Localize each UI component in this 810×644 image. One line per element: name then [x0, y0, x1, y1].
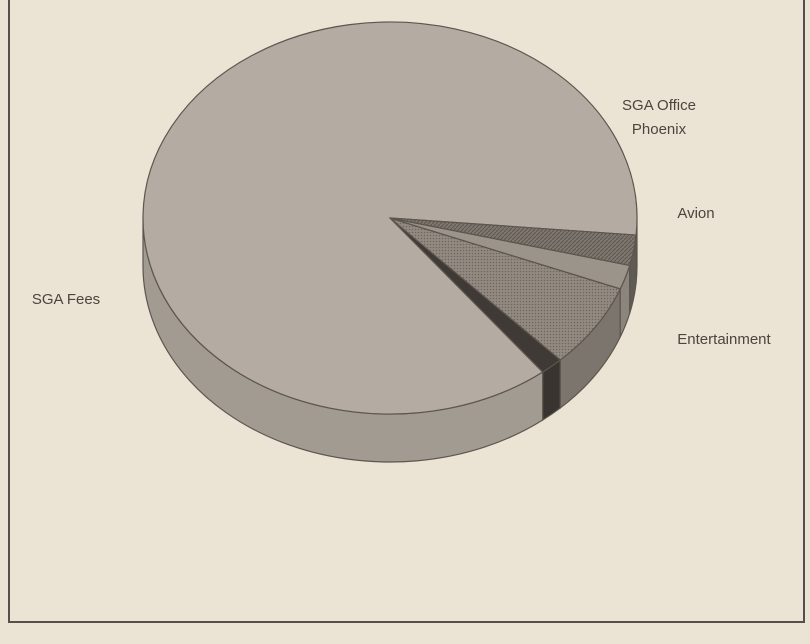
- slice-avion: [389, 217, 621, 361]
- label-avion: Avion: [677, 205, 714, 222]
- label-sga-office: SGA Office: [622, 97, 696, 114]
- label-sga-fees: SGA Fees: [32, 291, 100, 308]
- label-entertainment: Entertainment: [677, 331, 771, 348]
- slice-labels: SGA Office Phoenix Avion Entertainment S…: [32, 97, 772, 348]
- chart-frame: [8, 0, 805, 623]
- slice-sga-office: [389, 217, 637, 267]
- pie-chart: [142, 21, 638, 463]
- label-phoenix: Phoenix: [632, 121, 687, 138]
